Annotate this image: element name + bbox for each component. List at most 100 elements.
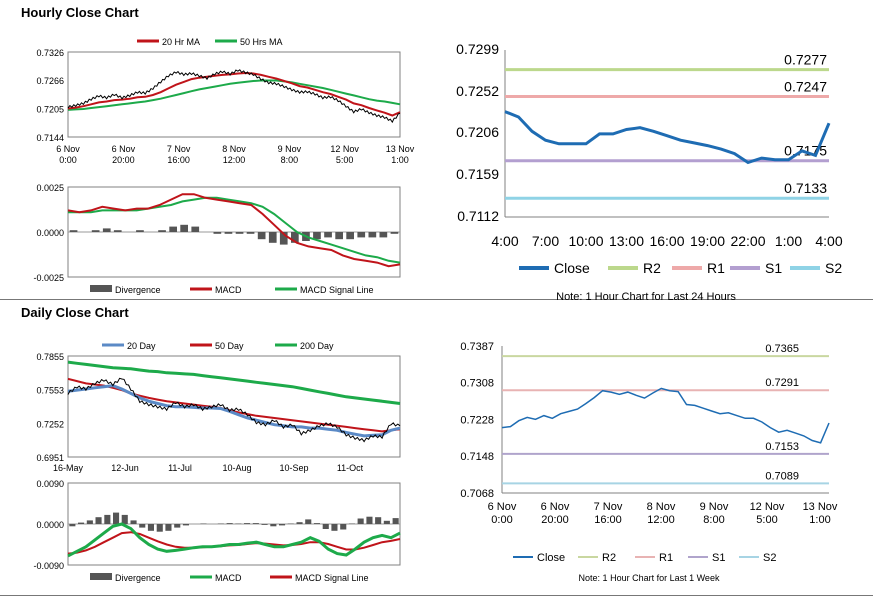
week-level-label-s2: 0.7089 xyxy=(765,470,799,482)
daily-x-tick: 12-Jun xyxy=(111,463,139,473)
h24-y-tick: 0.7252 xyxy=(456,83,499,99)
hourly-divergence-bar xyxy=(291,232,299,243)
hourly-x-tick: 6 Nov xyxy=(112,144,136,154)
daily-macd-y-tick: -0.0090 xyxy=(33,561,64,571)
hourly-x-tick: 6 Nov xyxy=(56,144,80,154)
week-x-tick: 9 Nov xyxy=(700,501,729,513)
daily-divergence-bar xyxy=(392,518,399,524)
hourly-legend-signal-label: MACD Signal Line xyxy=(300,285,374,295)
hourly-legend-divergence-swatch xyxy=(90,285,112,292)
hourly-divergence-bar xyxy=(180,224,188,232)
daily-divergence-bar xyxy=(235,523,242,524)
hourly-divergence-bar xyxy=(390,232,399,234)
h24-y-tick: 0.7206 xyxy=(456,124,499,140)
week-x-tick: 5:00 xyxy=(756,514,777,526)
week-x-tick: 16:00 xyxy=(594,514,622,526)
week-y-tick: 0.7228 xyxy=(460,414,494,426)
h24-y-tick: 0.7159 xyxy=(456,166,499,182)
daily-y-tick: 0.6951 xyxy=(36,453,64,463)
daily-legend-200day-label: 200 Day xyxy=(300,341,334,351)
hourly-y-tick: 0.7266 xyxy=(36,76,64,86)
week-x-tick: 6 Nov xyxy=(488,501,517,513)
hourly-divergence-bar xyxy=(268,232,277,243)
hourly-divergence-bar xyxy=(335,232,343,240)
week-y-tick: 0.7068 xyxy=(460,488,494,500)
hourly-x-tick: 16:00 xyxy=(167,155,190,165)
h24-legend-r2-label: R2 xyxy=(643,260,661,276)
daily-legend-signal-label: MACD Signal Line xyxy=(295,573,369,583)
daily-divergence-bar xyxy=(78,522,85,524)
daily-divergence-bar xyxy=(340,524,347,530)
hourly-divergence-bar xyxy=(235,232,244,234)
h24-legend-s2-label: S2 xyxy=(825,260,842,276)
week-x-tick: 12 Nov xyxy=(750,501,785,513)
week-x-tick: 13 Nov xyxy=(803,501,838,513)
daily-divergence-bar xyxy=(252,523,259,524)
week-y-tick: 0.7308 xyxy=(460,377,494,389)
daily-divergence-bar xyxy=(244,523,251,524)
hourly-divergence-bar xyxy=(169,226,177,232)
daily-price-frame xyxy=(67,355,401,458)
hourly-divergence-bar xyxy=(357,232,366,238)
daily-divergence-bar xyxy=(287,523,294,524)
daily-divergence-bar xyxy=(366,516,373,524)
daily-divergence-bar xyxy=(182,524,189,526)
hourly-legend-20hr-label: 20 Hr MA xyxy=(162,37,200,47)
week-x-tick: 20:00 xyxy=(541,514,569,526)
daily-macd-y-tick: 0.0000 xyxy=(36,520,64,530)
hourly-x-tick: 0:00 xyxy=(59,155,77,165)
h24-legend-close-label: Close xyxy=(554,260,590,276)
week-note: Note: 1 Hour Chart for Last 1 Week xyxy=(579,573,720,583)
week-x-tick: 6 Nov xyxy=(541,501,570,513)
daily-divergence-bar xyxy=(296,522,303,524)
daily-legend-macd-label: MACD xyxy=(215,573,242,583)
daily-divergence-bar xyxy=(200,523,207,524)
hourly-divergence-bar xyxy=(246,232,255,234)
week-x-tick: 8:00 xyxy=(703,514,724,526)
hourly-divergence-bar xyxy=(379,232,388,238)
h24-y-tick: 0.7299 xyxy=(456,41,499,57)
daily-divergence-bar xyxy=(348,523,355,524)
daily-divergence-bar xyxy=(104,514,111,524)
daily-divergence-bar xyxy=(147,524,154,531)
daily-divergence-bar xyxy=(121,514,128,524)
daily-divergence-bar xyxy=(174,524,181,528)
hourly-x-tick: 13 Nov xyxy=(386,144,415,154)
daily-x-tick: 10-Sep xyxy=(279,463,308,473)
hourly-ma50-line xyxy=(67,79,401,111)
h24-x-tick: 16:00 xyxy=(649,233,684,249)
daily-legend-divergence-label: Divergence xyxy=(115,573,161,583)
hourly-divergence-bar xyxy=(313,232,321,240)
hourly-divergence-bar xyxy=(368,232,377,238)
daily-divergence-bar xyxy=(113,512,120,524)
bottom-divider xyxy=(0,595,873,596)
h24-x-tick: 1:00 xyxy=(775,233,802,249)
daily-divergence-bar xyxy=(217,523,224,524)
week-y-tick: 0.7148 xyxy=(460,451,494,463)
week-x-tick: 1:00 xyxy=(809,514,830,526)
hourly-divergence-bar xyxy=(279,232,288,245)
week-legend-r2-label: R2 xyxy=(602,552,616,564)
hourly-x-tick: 1:00 xyxy=(391,155,409,165)
hourly-y-tick: 0.7205 xyxy=(36,105,64,115)
hourly-macd-y-tick: 0.0025 xyxy=(36,183,64,193)
h24-x-tick: 4:00 xyxy=(491,233,518,249)
hourly-divergence-bar xyxy=(257,232,266,240)
daily-divergence-bar xyxy=(313,523,320,524)
hourly-divergence-bar xyxy=(191,226,200,232)
hourly-ma20-line xyxy=(67,71,401,117)
daily-close-line xyxy=(67,377,401,443)
hourly-divergence-bar xyxy=(136,230,144,232)
h24-legend-s1-label: S1 xyxy=(765,260,782,276)
daily-divergence-bar xyxy=(322,524,329,529)
hourly-divergence-bar xyxy=(91,230,100,232)
daily-divergence-bar xyxy=(270,524,277,527)
hourly-divergence-bar xyxy=(69,230,78,232)
daily-y-tick: 0.7252 xyxy=(36,419,64,429)
hourly-legend-macd-label: MACD xyxy=(215,285,242,295)
hourly-x-tick: 7 Nov xyxy=(167,144,191,154)
daily-divergence-bar xyxy=(357,518,364,524)
daily-divergence-bar xyxy=(261,524,268,525)
